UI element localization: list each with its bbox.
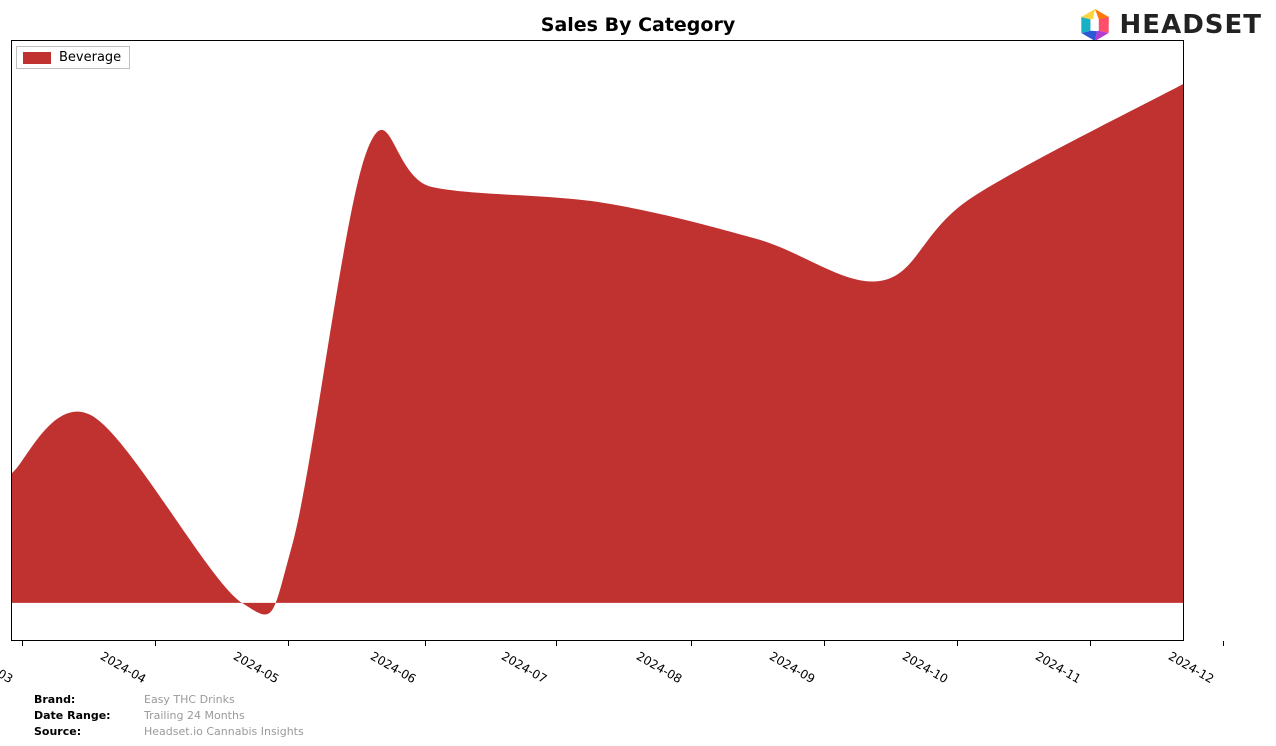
x-tick-mark bbox=[824, 641, 825, 646]
meta-label: Brand: bbox=[34, 692, 144, 708]
x-tick-mark bbox=[556, 641, 557, 646]
x-tick-mark bbox=[1090, 641, 1091, 646]
meta-row: Brand:Easy THC Drinks bbox=[34, 692, 304, 708]
x-tick-label: 2024-06 bbox=[368, 649, 418, 686]
meta-value: Trailing 24 Months bbox=[144, 708, 245, 724]
legend-label: Beverage bbox=[59, 50, 121, 65]
meta-value: Headset.io Cannabis Insights bbox=[144, 724, 304, 740]
chart-legend: Beverage bbox=[16, 46, 130, 69]
headset-logo-mark bbox=[1076, 6, 1114, 44]
x-tick-mark bbox=[957, 641, 958, 646]
x-tick-mark bbox=[425, 641, 426, 646]
x-tick-label: 2024-11 bbox=[1033, 649, 1083, 686]
meta-label: Source: bbox=[34, 724, 144, 740]
x-tick-label: 2024-05 bbox=[231, 649, 281, 686]
x-tick-mark bbox=[155, 641, 156, 646]
chart-plot-area bbox=[11, 40, 1184, 641]
x-tick-label: 2024-04 bbox=[98, 649, 148, 686]
area-series-beverage bbox=[12, 83, 1184, 614]
legend-swatch bbox=[23, 52, 51, 64]
x-tick-label: 2024-12 bbox=[1166, 649, 1216, 686]
x-tick-mark bbox=[22, 641, 23, 646]
meta-row: Date Range:Trailing 24 Months bbox=[34, 708, 304, 724]
meta-row: Source:Headset.io Cannabis Insights bbox=[34, 724, 304, 740]
x-tick-label: 2024-09 bbox=[767, 649, 817, 686]
area-series-svg bbox=[12, 41, 1184, 641]
headset-logo-text: HEADSET bbox=[1120, 10, 1262, 40]
headset-logo: HEADSET bbox=[1076, 6, 1262, 44]
x-tick-label: 2024-08 bbox=[634, 649, 684, 686]
x-tick-label: 2024-03 bbox=[0, 649, 15, 686]
meta-value: Easy THC Drinks bbox=[144, 692, 235, 708]
x-tick-label: 2024-10 bbox=[900, 649, 950, 686]
x-tick-mark bbox=[288, 641, 289, 646]
x-tick-label: 2024-07 bbox=[499, 649, 549, 686]
chart-metadata: Brand:Easy THC DrinksDate Range:Trailing… bbox=[34, 692, 304, 740]
x-tick-mark bbox=[691, 641, 692, 646]
meta-label: Date Range: bbox=[34, 708, 144, 724]
x-tick-mark bbox=[1223, 641, 1224, 646]
